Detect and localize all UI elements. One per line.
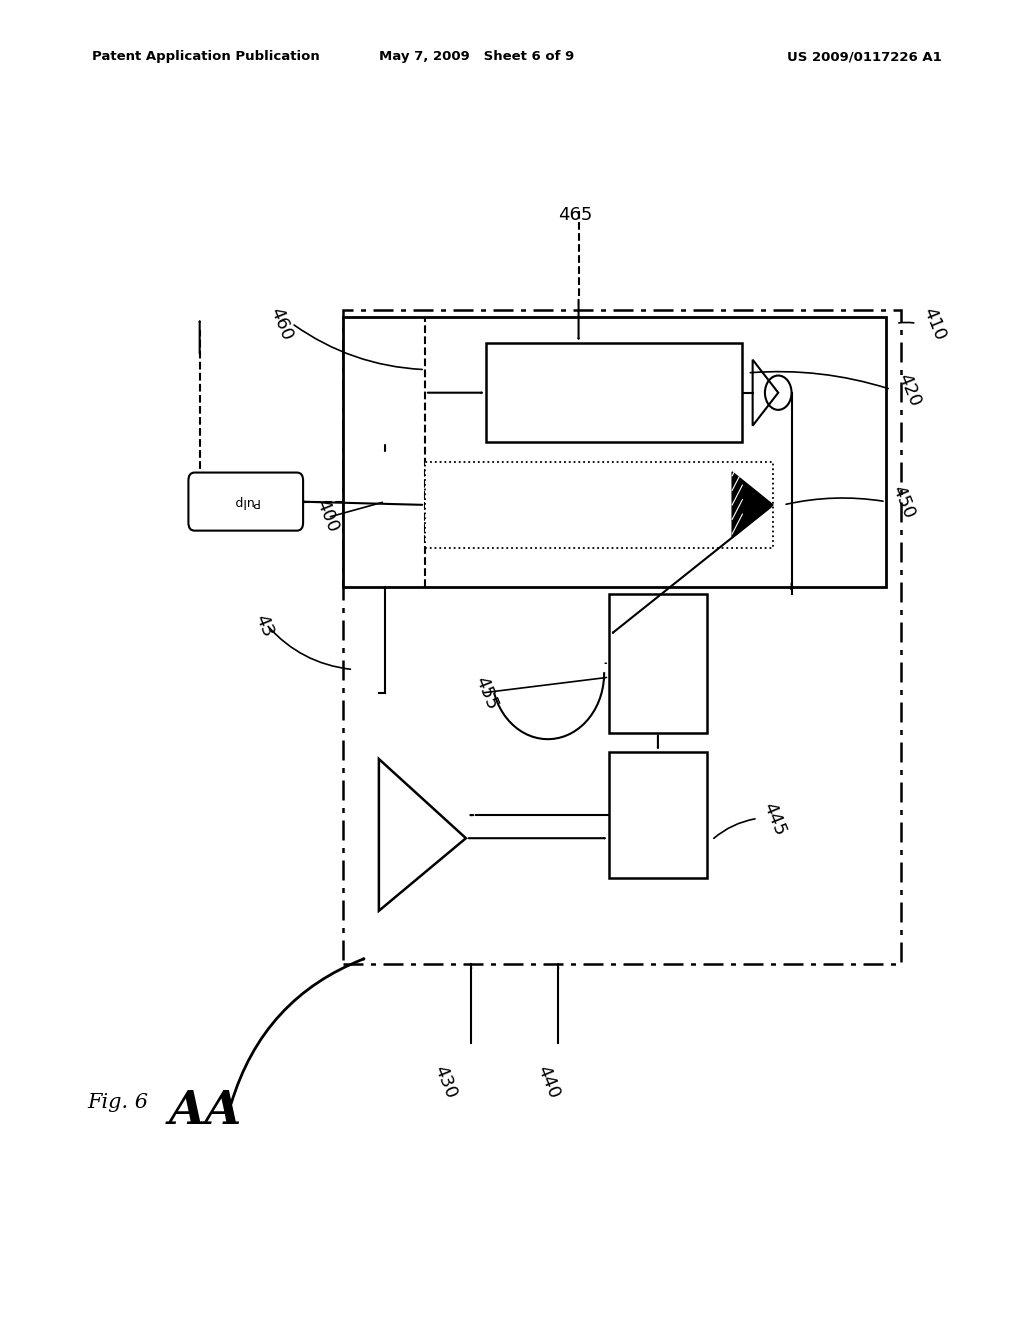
Text: AA: AA <box>169 1089 243 1134</box>
Text: 400: 400 <box>312 496 342 535</box>
Text: 440: 440 <box>534 1063 562 1101</box>
Polygon shape <box>732 473 773 539</box>
Text: 410: 410 <box>920 305 949 343</box>
Bar <box>486 343 742 442</box>
Text: 445: 445 <box>760 800 790 838</box>
Text: 460: 460 <box>266 305 296 343</box>
Bar <box>425 462 773 548</box>
Text: 465: 465 <box>558 206 593 224</box>
Text: 455: 455 <box>471 675 501 713</box>
FancyBboxPatch shape <box>188 473 303 531</box>
Text: 450: 450 <box>889 483 919 521</box>
Text: Fig. 6: Fig. 6 <box>87 1093 148 1111</box>
Text: 43: 43 <box>251 612 276 640</box>
Text: US 2009/0117226 A1: US 2009/0117226 A1 <box>787 50 942 63</box>
Text: May 7, 2009   Sheet 6 of 9: May 7, 2009 Sheet 6 of 9 <box>379 50 573 63</box>
Bar <box>609 752 707 878</box>
Text: Patent Application Publication: Patent Application Publication <box>92 50 319 63</box>
Bar <box>343 317 886 587</box>
Bar <box>609 594 707 733</box>
Bar <box>343 310 901 964</box>
Text: 420: 420 <box>894 371 924 409</box>
Text: 430: 430 <box>431 1063 460 1101</box>
Text: Pulp: Pulp <box>232 495 259 508</box>
